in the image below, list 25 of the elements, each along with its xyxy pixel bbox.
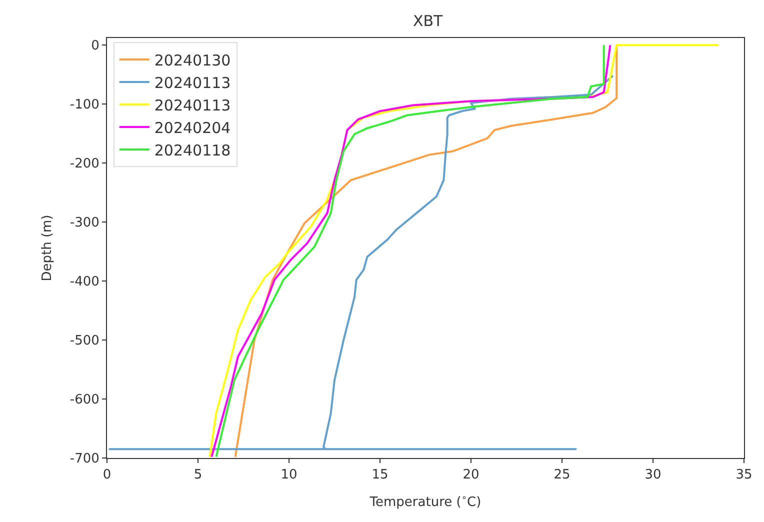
legend-label: 20240118 [154, 141, 231, 160]
x-tick-label: 5 [194, 468, 202, 483]
y-tick-label: -500 [70, 334, 100, 349]
y-axis-title: Depth (m) [40, 214, 55, 282]
x-tick-label: 10 [280, 468, 298, 483]
x-axis-title: Temperature ($^{∘}$C) [368, 494, 482, 510]
legend-label: 20240113 [154, 96, 231, 114]
legend-label: 20240130 [154, 51, 231, 70]
y-tick-label: 0 [91, 38, 100, 54]
x-tick-label: 25 [554, 468, 570, 483]
x-tick-label: 35 [736, 468, 752, 483]
x-tick-label: 15 [372, 468, 388, 483]
y-tick-label: -400 [70, 274, 100, 290]
legend-label: 20240204 [154, 118, 231, 137]
x-tick-label: 30 [644, 468, 662, 483]
y-tick-label: -700 [70, 452, 100, 467]
x-tick-label: 0 [102, 468, 112, 483]
y-tick-label: -300 [70, 216, 100, 231]
legend-label: 20240113 [154, 74, 231, 92]
y-tick-label: -100 [70, 98, 100, 113]
line-series [108, 74, 614, 450]
y-tick-label: -600 [70, 392, 100, 408]
x-tick-label: 20 [462, 468, 480, 483]
chart-title: XBT [412, 12, 444, 30]
y-tick-label: -200 [70, 156, 100, 172]
